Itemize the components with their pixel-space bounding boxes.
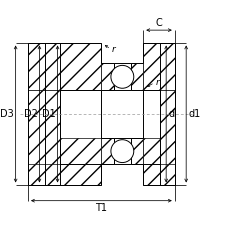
Text: D3: D3 — [0, 109, 14, 119]
Polygon shape — [101, 138, 113, 165]
Polygon shape — [160, 90, 174, 165]
Text: d1: d1 — [187, 109, 199, 119]
Polygon shape — [28, 90, 60, 165]
Text: D2: D2 — [24, 109, 37, 119]
Polygon shape — [130, 64, 143, 90]
Text: D1: D1 — [42, 109, 55, 119]
Polygon shape — [28, 138, 101, 185]
Text: d: d — [167, 109, 173, 119]
Text: T1: T1 — [95, 202, 107, 212]
Circle shape — [110, 140, 133, 163]
Polygon shape — [130, 138, 143, 165]
Polygon shape — [143, 42, 174, 90]
Circle shape — [110, 65, 133, 88]
Polygon shape — [101, 64, 113, 90]
Polygon shape — [28, 42, 101, 90]
Polygon shape — [143, 138, 174, 185]
Text: r: r — [155, 78, 159, 87]
Text: r: r — [111, 45, 115, 54]
Text: C: C — [155, 18, 162, 28]
